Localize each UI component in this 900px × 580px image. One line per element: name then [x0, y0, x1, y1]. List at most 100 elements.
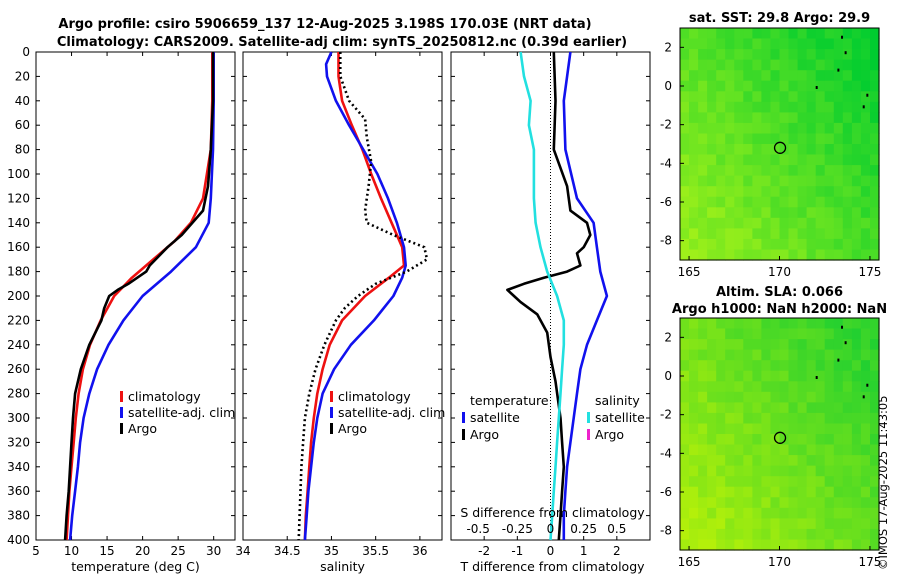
- map-cell: [752, 249, 762, 261]
- y-tick-label: 40: [15, 94, 30, 108]
- map-cell: [824, 444, 835, 456]
- map-cell: [779, 328, 790, 340]
- map-cell: [761, 38, 771, 50]
- map-cell: [761, 328, 771, 340]
- map-cell: [734, 497, 744, 509]
- map-cell: [779, 186, 790, 198]
- map-cell: [689, 423, 699, 435]
- map-cell: [806, 528, 817, 540]
- map-cell: [842, 133, 853, 145]
- legend-swatch: [462, 412, 465, 423]
- map-cell: [788, 28, 799, 40]
- map-cell: [788, 465, 799, 477]
- map-cell: [761, 238, 771, 250]
- map-cell: [870, 518, 880, 530]
- map-cell: [680, 412, 690, 424]
- map-cell: [833, 318, 844, 330]
- map-cell: [689, 238, 699, 250]
- map-cell: [779, 402, 790, 414]
- map-cell: [698, 186, 708, 198]
- map-cell: [734, 217, 744, 229]
- map-cell: [797, 49, 808, 61]
- map-cell: [743, 412, 753, 424]
- map-cell: [806, 444, 817, 456]
- timestamp: ©IMOS 17-Aug-2025 11:43:05: [876, 395, 890, 570]
- map-cell: [815, 486, 826, 498]
- map-cell: [870, 339, 880, 351]
- map-cell: [870, 238, 880, 250]
- map-cell: [698, 328, 708, 340]
- map-cell: [806, 476, 817, 488]
- map-cell: [680, 175, 690, 187]
- map-cell: [870, 28, 880, 40]
- map-cell: [815, 196, 826, 208]
- map-cell: [761, 497, 771, 509]
- y-tick-label: 120: [7, 191, 30, 205]
- x-tick-label: 165: [678, 265, 701, 279]
- map-cell: [806, 339, 817, 351]
- map-cell: [824, 497, 835, 509]
- s-tick-label: -0.25: [502, 522, 533, 536]
- map-cell: [689, 249, 699, 261]
- legend-swatch: [330, 423, 333, 434]
- s-tick-label: 0: [547, 522, 555, 536]
- map-cell: [725, 465, 735, 477]
- island-mark: [866, 93, 869, 97]
- map-cell: [842, 381, 853, 393]
- y-tick-label: 160: [7, 240, 30, 254]
- map-cell: [779, 80, 790, 92]
- map-cell: [752, 175, 762, 187]
- map-cell: [860, 360, 871, 372]
- map-cell: [716, 38, 726, 50]
- map-cell: [851, 476, 862, 488]
- map-cell: [788, 49, 799, 61]
- map-cell: [815, 133, 826, 145]
- map-cell: [806, 412, 817, 424]
- map-cell: [870, 217, 880, 229]
- map-cell: [842, 101, 853, 113]
- map-cell: [716, 497, 726, 509]
- map-cell: [716, 476, 726, 488]
- map-cell: [797, 101, 808, 113]
- map-cell: [860, 228, 871, 240]
- map-cell: [824, 370, 835, 382]
- map-cell: [788, 497, 799, 509]
- map-cell: [734, 465, 744, 477]
- map-cell: [806, 133, 817, 145]
- map-cell: [870, 196, 880, 208]
- map-cell: [698, 381, 708, 393]
- map-cell: [842, 539, 853, 551]
- map-cell: [707, 518, 717, 530]
- map-cell: [725, 122, 735, 134]
- map-cell: [725, 539, 735, 551]
- map-cell: [761, 28, 771, 40]
- map-cell: [870, 349, 880, 361]
- map-cell: [797, 423, 808, 435]
- map-cell: [851, 497, 862, 509]
- map-cell: [725, 186, 735, 198]
- map-cell: [779, 217, 790, 229]
- map-cell: [689, 186, 699, 198]
- map-cell: [698, 339, 708, 351]
- map-cell: [797, 133, 808, 145]
- y-tick-label: 2: [664, 330, 672, 344]
- map-cell: [725, 154, 735, 166]
- map-cell: [752, 381, 762, 393]
- map-cell: [734, 402, 744, 414]
- map-cell: [752, 444, 762, 456]
- x-tick-label: 1: [580, 544, 588, 558]
- map-cell: [870, 175, 880, 187]
- map-cell: [870, 434, 880, 446]
- map-cell: [716, 434, 726, 446]
- argo-line: [297, 52, 429, 541]
- map-cell: [743, 217, 753, 229]
- map-cell: [761, 339, 771, 351]
- map-cell: [707, 402, 717, 414]
- y-tick-label: 200: [7, 289, 30, 303]
- map-cell: [860, 465, 871, 477]
- map-cell: [860, 70, 871, 82]
- map-cell: [824, 91, 835, 103]
- map-cell: [734, 476, 744, 488]
- map-cell: [761, 507, 771, 519]
- map-cell: [761, 144, 771, 156]
